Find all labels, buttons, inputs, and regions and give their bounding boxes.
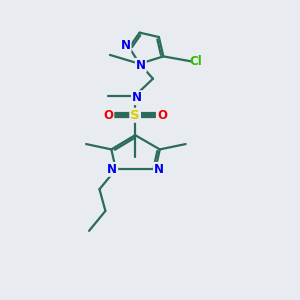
Text: N: N (121, 39, 130, 52)
Text: N: N (107, 163, 117, 176)
Text: N: N (136, 59, 146, 72)
Text: N: N (132, 91, 142, 104)
Text: O: O (157, 109, 167, 122)
Text: S: S (130, 109, 140, 122)
Text: O: O (103, 109, 113, 122)
Text: Cl: Cl (189, 55, 202, 68)
Text: N: N (154, 163, 164, 176)
